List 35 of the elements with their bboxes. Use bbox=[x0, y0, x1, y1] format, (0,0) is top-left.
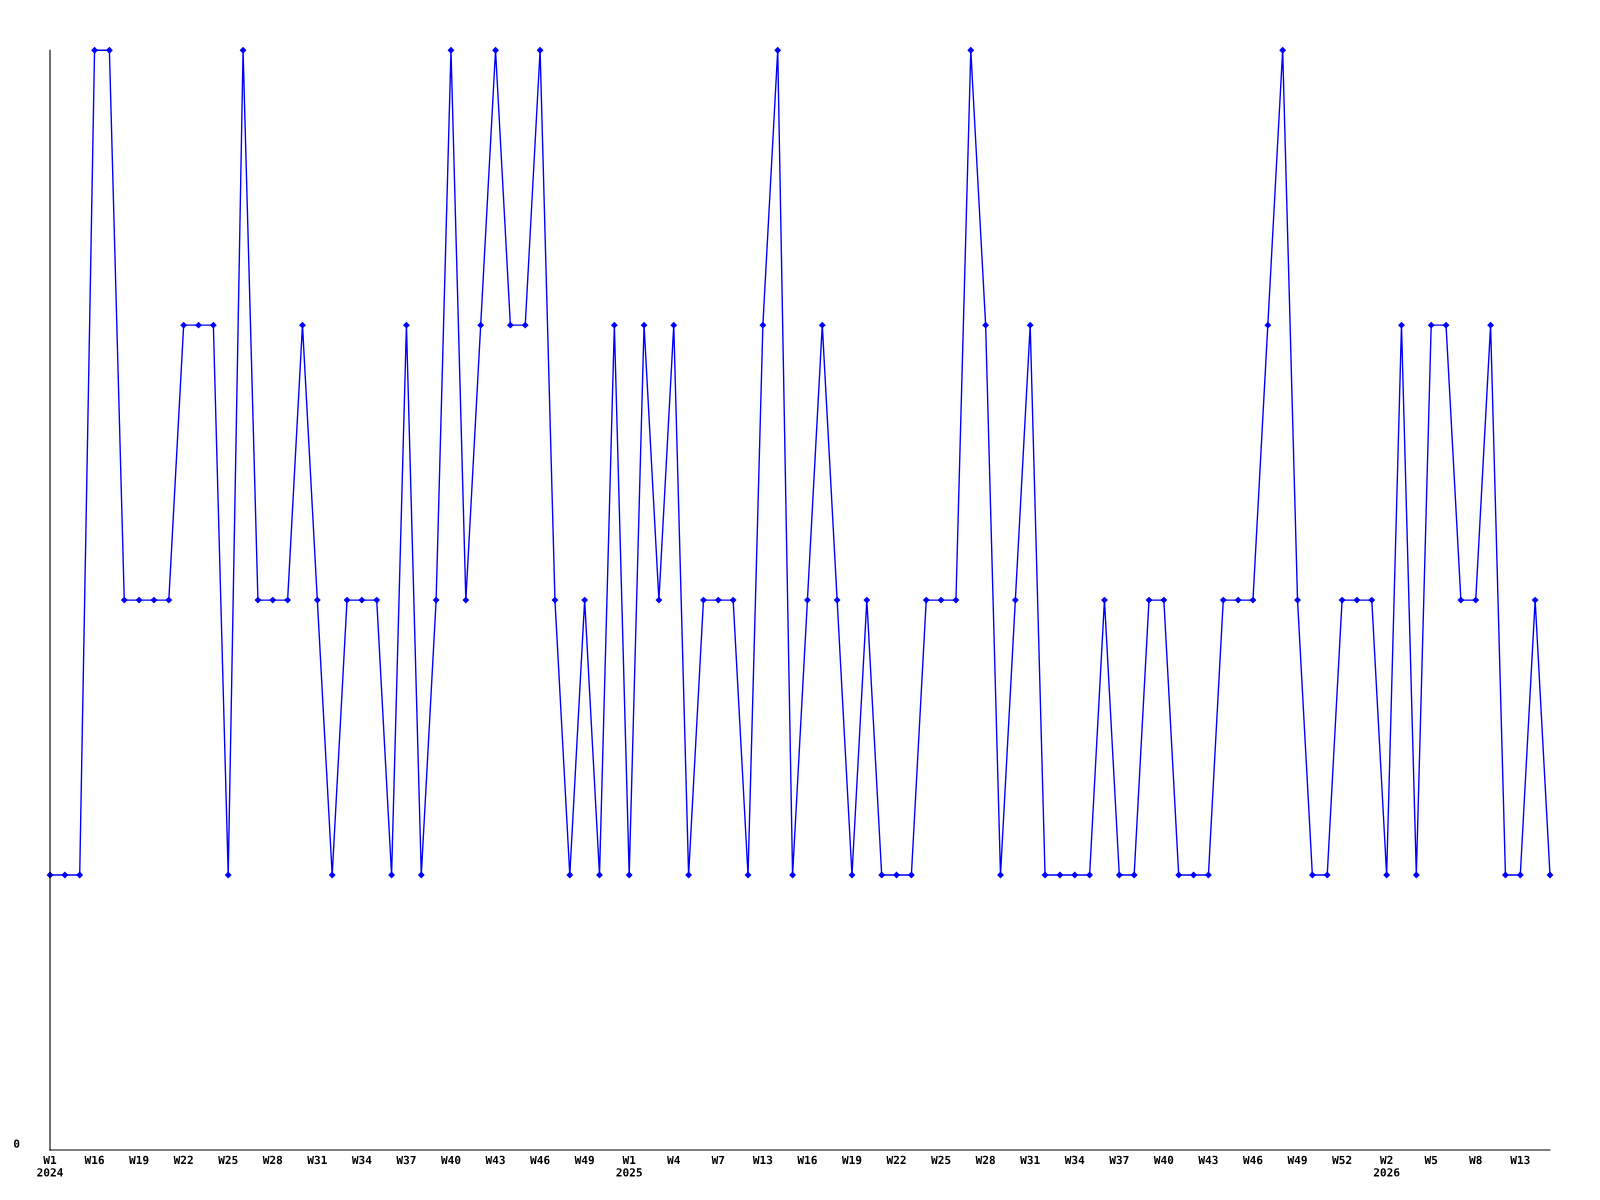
x-tick-label: W13 bbox=[1510, 1155, 1530, 1165]
x-tick-label: W25 bbox=[931, 1155, 951, 1165]
x-tick-label: W19 bbox=[129, 1155, 149, 1165]
x-tick-label: W25 bbox=[218, 1155, 238, 1165]
x-tick-label: W37 bbox=[396, 1155, 416, 1165]
x-tick-label: W49 bbox=[1287, 1155, 1307, 1165]
x-tick-label: W1 2025 bbox=[616, 1155, 642, 1177]
x-tick-label: W40 bbox=[440, 1155, 461, 1165]
x-tick-label: W22 bbox=[886, 1155, 906, 1164]
x-tick-label: W2 2026 bbox=[1373, 1155, 1400, 1177]
x-tick-label: W34 bbox=[1064, 1155, 1085, 1165]
x-tick-label: W43 bbox=[1198, 1155, 1218, 1165]
x-tick-label: W46 bbox=[1242, 1155, 1263, 1165]
x-tick-label: W31 bbox=[1020, 1155, 1040, 1165]
x-tick-label: W34 bbox=[351, 1155, 372, 1165]
x-tick-label: W52 bbox=[1332, 1155, 1352, 1165]
x-tick-label: W37 bbox=[1109, 1155, 1129, 1165]
x-tick-label: W46 bbox=[530, 1155, 550, 1165]
x-tick-label: W13 bbox=[752, 1155, 773, 1165]
x-tick-label: W31 bbox=[307, 1155, 327, 1165]
x-tick-label: W16 bbox=[797, 1155, 817, 1165]
x-tick-label: W4 bbox=[667, 1155, 680, 1164]
x-tick-label: W43 bbox=[485, 1155, 505, 1165]
x-tick-label: W40 bbox=[1153, 1155, 1174, 1165]
x-tick-label: W8 bbox=[1469, 1155, 1482, 1165]
x-tick-label: W28 bbox=[975, 1155, 995, 1165]
x-tick-label: W5 bbox=[1424, 1155, 1438, 1165]
x-tick-label: W7 bbox=[711, 1155, 725, 1164]
x-tick-label: W22 bbox=[173, 1155, 193, 1164]
x-tick-label: W16 bbox=[84, 1155, 104, 1165]
text: 0 bbox=[13, 1139, 20, 1148]
x-tick-label: W28 bbox=[262, 1155, 283, 1165]
x-tick-label: W49 bbox=[574, 1155, 594, 1165]
x-tick-label: W19 bbox=[841, 1155, 862, 1165]
x-tick-label: W1 2024 bbox=[37, 1155, 63, 1177]
